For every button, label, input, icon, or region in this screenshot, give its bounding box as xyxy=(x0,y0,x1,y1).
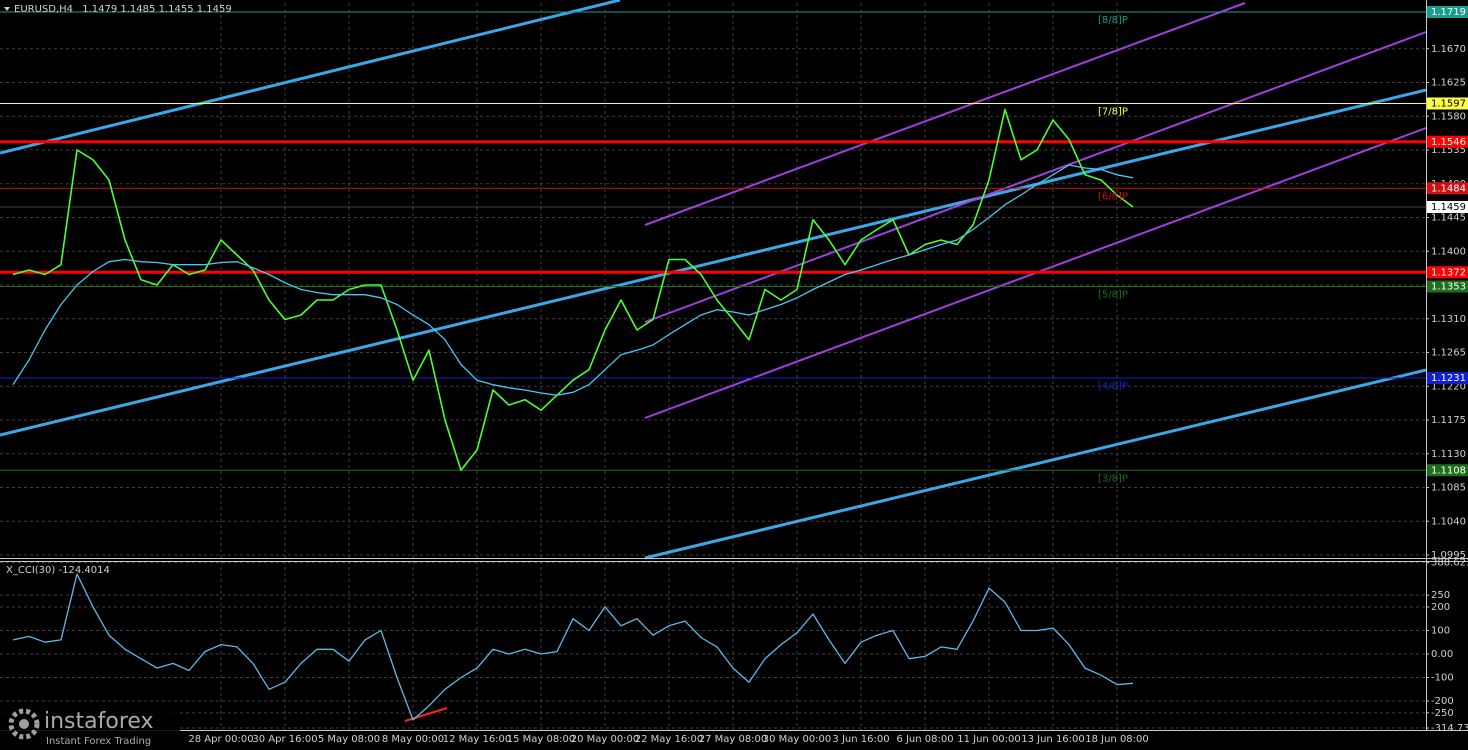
symbol: EURUSD,H4 xyxy=(14,4,73,15)
y-tick-label: -250 xyxy=(1431,708,1454,719)
series-line xyxy=(12,164,1134,396)
y-tick-label: 1.1400 xyxy=(1431,246,1466,257)
indicator-value: -124.4014 xyxy=(58,565,109,576)
octave-label: [7/8]P xyxy=(1098,107,1128,118)
y-tick-label: 1.1130 xyxy=(1431,449,1466,460)
low: 1.1455 xyxy=(159,4,194,15)
x-tick-label: 28 Apr 00:00 xyxy=(188,734,253,745)
trendline xyxy=(644,368,1427,560)
x-tick-label: 5 May 08:00 xyxy=(318,734,380,745)
series-line xyxy=(12,573,1134,721)
y-tick-label: 200 xyxy=(1431,602,1450,613)
brand: instaforex xyxy=(44,709,154,734)
y-tick-label: 1.1040 xyxy=(1431,516,1466,527)
watermark-bg xyxy=(0,705,180,750)
y-tick-label: 1.0995 xyxy=(1431,550,1466,561)
level-price-label: 1.1108 xyxy=(1431,465,1466,476)
x-tick-label: 8 May 00:00 xyxy=(382,734,444,745)
grid-layer xyxy=(0,3,1426,730)
watermark: instaforex Instant Forex Trading xyxy=(0,705,180,750)
x-tick-label: 13 Jun 16:00 xyxy=(1021,734,1085,745)
tagline: Instant Forex Trading xyxy=(46,736,151,747)
y-tick-label: 1.1085 xyxy=(1431,483,1466,494)
x-tick-label: 22 May 16:00 xyxy=(635,734,704,745)
level-price-box xyxy=(1427,280,1468,293)
y-tick-label: 250 xyxy=(1431,590,1450,601)
level-price-box xyxy=(1427,464,1468,477)
octave-label: [8/8]P xyxy=(1098,15,1128,26)
x-tick-label: 18 Jun 08:00 xyxy=(1085,734,1149,745)
y-tick-label: 0.00 xyxy=(1431,649,1453,660)
indicator-name: X_CCI(30) xyxy=(6,565,55,576)
x-tick-label: 12 May 16:00 xyxy=(443,734,512,745)
level-price-label: 1.1372 xyxy=(1431,267,1466,278)
bid-price-label: 1.1459 xyxy=(1431,202,1466,213)
close: 1.1459 xyxy=(197,4,232,15)
x-tick-label: 30 Apr 16:00 xyxy=(252,734,317,745)
bid-price-box xyxy=(1427,201,1468,213)
x-tick-label: 3 Jun 16:00 xyxy=(832,734,889,745)
level-price-box xyxy=(1427,6,1468,18)
logo-core xyxy=(19,719,29,729)
x-tick-label: 30 May 00:00 xyxy=(763,734,832,745)
chart-header: EURUSD,H4 1.1479 1.1485 1.1455 1.1459 xyxy=(14,4,232,15)
y-tick-label: 388.6237 xyxy=(1431,558,1468,569)
y-tick-label: 100 xyxy=(1431,625,1450,636)
y-tick-label: 1.1310 xyxy=(1431,314,1466,325)
level-price-label: 1.1353 xyxy=(1431,282,1466,293)
level-price-box xyxy=(1427,135,1468,148)
level-price-label: 1.1719 xyxy=(1431,7,1466,18)
plot-layer xyxy=(0,11,1426,721)
level-price-label: 1.1597 xyxy=(1431,99,1466,110)
frame xyxy=(0,0,1468,731)
level-price-box xyxy=(1427,97,1468,110)
level-price-label: 1.1546 xyxy=(1431,137,1466,148)
open: 1.1479 xyxy=(82,4,117,15)
y-tick-label: 1.1175 xyxy=(1431,415,1466,426)
octave-label: [4/8]P xyxy=(1098,381,1128,392)
x-tick-label: 27 May 08:00 xyxy=(699,734,768,745)
y-tick-label: -200 xyxy=(1431,696,1454,707)
level-price-box xyxy=(1427,182,1468,195)
octave-label: [3/8]P xyxy=(1098,473,1128,484)
trendline xyxy=(0,0,621,155)
level-price-box xyxy=(1427,372,1468,384)
y-tick-label: 1.1670 xyxy=(1431,44,1466,55)
x-tick-label: 15 May 08:00 xyxy=(507,734,576,745)
y-tick-label: 1.1265 xyxy=(1431,348,1466,359)
high: 1.1485 xyxy=(120,4,155,15)
level-price-label: 1.1231 xyxy=(1431,373,1466,384)
indicator-header: X_CCI(30) -124.4014 xyxy=(6,565,110,576)
y-tick-label: 1.1445 xyxy=(1431,213,1466,224)
y-tick-label: 1.1535 xyxy=(1431,145,1466,156)
y-tick-label: -100 xyxy=(1431,673,1454,684)
level-price-box xyxy=(1427,266,1468,279)
x-tick-label: 20 May 00:00 xyxy=(571,734,640,745)
y-tick-label: -314.734 xyxy=(1431,723,1468,734)
y-tick-label: 1.1625 xyxy=(1431,78,1466,89)
octave-label: [5/8]P xyxy=(1098,290,1128,301)
menu-arrow xyxy=(4,7,10,11)
series-line xyxy=(12,108,1134,471)
y-tick-label: 1.1580 xyxy=(1431,111,1466,122)
y-tick-label: 1.1220 xyxy=(1431,381,1466,392)
x-tick-label: 6 Jun 08:00 xyxy=(896,734,953,745)
octave-label: [6/8]P xyxy=(1098,191,1128,202)
x-tick-label: 11 Jun 00:00 xyxy=(957,734,1021,745)
level-price-label: 1.1484 xyxy=(1431,183,1466,194)
logo-gear xyxy=(8,708,40,740)
